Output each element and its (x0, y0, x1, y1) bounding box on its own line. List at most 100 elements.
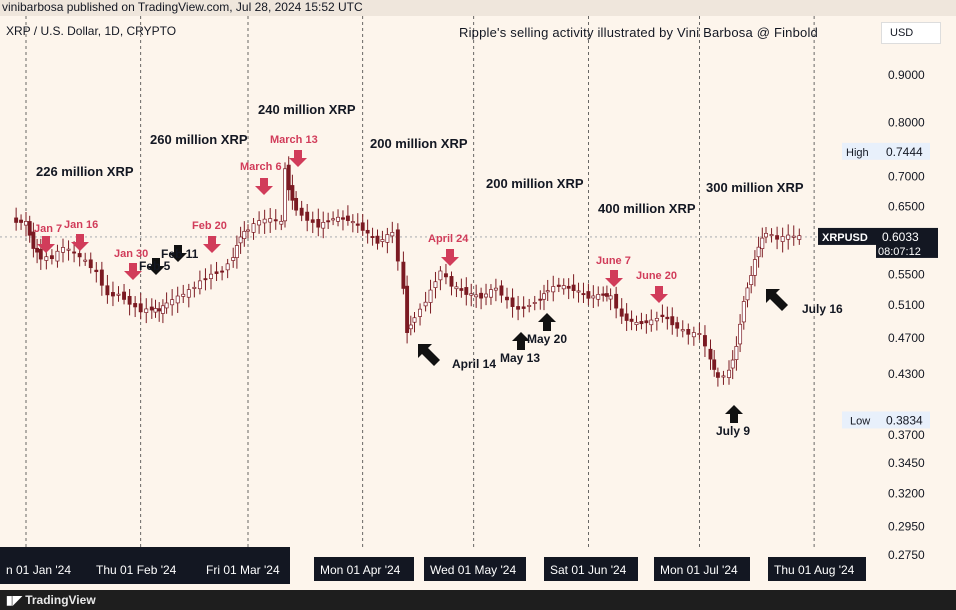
candle-body (336, 216, 340, 222)
candle-body (234, 245, 239, 258)
candle-body (355, 223, 360, 226)
candle-body (791, 235, 796, 238)
last-price: 0.6033 (882, 230, 919, 244)
candle-body (680, 329, 685, 332)
symbol-tag: XRPUSD (822, 232, 868, 244)
x-tick-label: Sat 01 Jun '24 (550, 563, 627, 577)
candle-body (192, 286, 197, 289)
candle-body (464, 287, 469, 295)
candle-body (385, 234, 390, 243)
candle-body (412, 317, 417, 323)
candle-body (122, 291, 126, 300)
candle-body (138, 303, 143, 313)
buy-marker-label: April 14 (452, 357, 496, 371)
sell-volume-annotation: 260 million XRP (150, 132, 248, 147)
candle-body (556, 284, 561, 287)
sell-arrow-icon (255, 178, 273, 195)
candle-body (38, 248, 43, 260)
candle-body (423, 301, 428, 307)
candle-body (181, 293, 186, 297)
candle-body (591, 295, 596, 299)
sell-marker-label: June 20 (636, 270, 677, 282)
x-tick-label: n 01 Jan '24 (6, 563, 71, 577)
candle-body (345, 215, 350, 221)
x-tick-label: Thu 01 Feb '24 (96, 563, 177, 577)
candle-body (14, 217, 19, 223)
candle-body (469, 293, 474, 296)
sell-arrow-icon (71, 234, 89, 251)
candle-body (257, 220, 262, 226)
buy-marker-label: Feb 5 (139, 259, 171, 273)
candle-body (786, 234, 791, 240)
candle-body (438, 270, 443, 281)
candle-body (697, 333, 702, 336)
candle-body (305, 211, 310, 221)
candle-body (186, 289, 191, 298)
candle-body (326, 220, 331, 223)
candle-body (551, 286, 556, 293)
candle-body (27, 221, 32, 236)
x-tick-label: Thu 01 Aug '24 (774, 563, 855, 577)
candle-body (99, 269, 104, 286)
sell-volume-annotation: 400 million XRP (598, 201, 696, 216)
candle-body (72, 251, 77, 254)
candle-body (153, 308, 158, 313)
candle-body (639, 321, 644, 325)
candle-body (797, 235, 802, 240)
sell-marker-label: Jan 30 (114, 248, 148, 260)
publisher-text: vinibarbosa published on TradingView.com… (2, 0, 363, 14)
tradingview-logo-icon[interactable]: ▮◤ (6, 593, 22, 607)
candle-body (691, 332, 696, 338)
sell-arrow-icon (124, 263, 142, 280)
candle-body (581, 293, 586, 296)
sell-marker-label: Feb 20 (192, 220, 227, 232)
symbol-tag-box (818, 227, 876, 245)
candle-body (566, 285, 571, 289)
footer-logo-text[interactable]: TradingView (25, 593, 96, 607)
sell-volume-annotation: 240 million XRP (258, 102, 356, 117)
candle-body (35, 247, 40, 253)
candle-body (745, 287, 750, 301)
y-tick-label: 0.3700 (888, 428, 925, 442)
candle-body (251, 223, 256, 233)
candle-body (390, 232, 395, 237)
candle-body (489, 289, 493, 298)
y-tick-label: 0.9000 (888, 68, 925, 82)
candle-body (268, 218, 273, 223)
buy-arrow-icon (538, 313, 556, 331)
chart-area[interactable]: 0.90000.80000.70000.65000.60000.55000.51… (0, 16, 956, 590)
candle-body (175, 295, 180, 304)
candle-body (408, 324, 413, 330)
candle-body (310, 219, 315, 223)
candle-body (105, 285, 110, 296)
candle-body (170, 299, 175, 306)
y-tick-label: 0.4300 (888, 367, 925, 381)
candle-body (660, 314, 665, 318)
candle-body (499, 285, 504, 296)
candle-body (644, 320, 649, 324)
candle-body (670, 316, 675, 326)
candle-body (686, 329, 691, 335)
currency-button[interactable]: USD (881, 22, 941, 44)
candle-body (83, 259, 88, 262)
y-tick-label: 0.2950 (888, 520, 925, 534)
candle-body (164, 302, 169, 309)
y-tick-label: 0.4700 (888, 331, 925, 345)
candle-body (545, 290, 550, 293)
candle-body (571, 284, 576, 291)
candle-body (712, 359, 717, 370)
price-chart[interactable]: 0.90000.80000.70000.65000.60000.55000.51… (0, 16, 956, 590)
candle-body (769, 234, 774, 237)
candle-body (61, 247, 65, 253)
sell-arrow-icon (203, 236, 221, 253)
y-tick-label: 0.2750 (888, 548, 925, 562)
candle-body (484, 293, 488, 298)
candle-body (721, 375, 726, 378)
candle-body (433, 281, 438, 288)
candle-body (286, 164, 291, 191)
x-tick-box (768, 557, 866, 581)
candle-body (157, 308, 162, 312)
low-value: 0.3834 (886, 413, 923, 427)
buy-arrow-icon (725, 405, 743, 423)
candle-body (649, 319, 654, 326)
